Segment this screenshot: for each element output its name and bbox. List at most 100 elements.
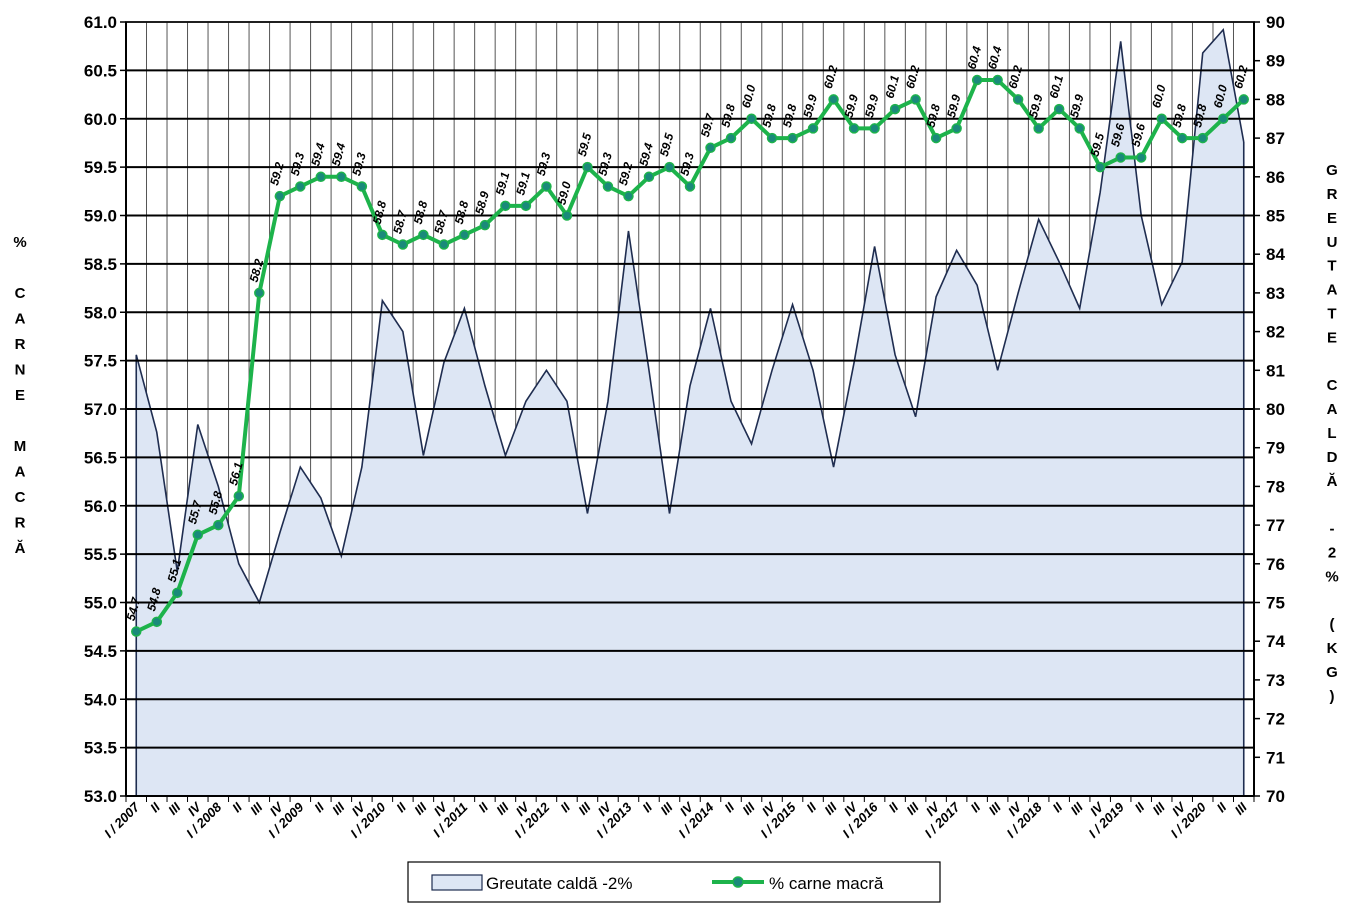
- line-point: [1074, 123, 1085, 134]
- x-tick-label: II: [393, 799, 409, 815]
- x-tick-label: II: [721, 799, 737, 815]
- data-label: 55.8: [206, 489, 226, 515]
- line-point: [438, 239, 450, 250]
- data-label: 59.1: [513, 170, 533, 196]
- data-label: 58.8: [411, 199, 431, 225]
- line-point: [479, 219, 491, 231]
- right-axis-title-letter: T: [1327, 306, 1336, 323]
- left-axis-title-letter: N: [15, 362, 26, 379]
- x-tick-label: III: [247, 799, 266, 818]
- legend-box: [407, 861, 941, 903]
- right-tick-label: 84: [1266, 245, 1285, 264]
- line-point: [951, 123, 962, 134]
- data-label: 58.8: [452, 199, 472, 225]
- line-point: [1012, 94, 1024, 105]
- line-point: [930, 132, 942, 144]
- right-tick-label: 72: [1266, 710, 1285, 729]
- data-label: 59.9: [862, 93, 882, 119]
- left-tick-label: 53.5: [84, 739, 117, 758]
- line-point: [1176, 132, 1188, 144]
- x-tick-label: II: [147, 799, 163, 815]
- data-label: 59.8: [1170, 102, 1190, 128]
- x-tick-label: II: [1050, 799, 1066, 815]
- right-axis-title-letter: A: [1327, 401, 1338, 418]
- line-point: [1217, 113, 1229, 124]
- line-point: [807, 123, 819, 134]
- data-label: 54.8: [144, 586, 164, 612]
- right-tick-label: 86: [1266, 168, 1285, 187]
- data-label: 58.9: [472, 189, 492, 215]
- right-tick-label: 89: [1266, 52, 1285, 71]
- right-axis-title-letter: ): [1330, 688, 1335, 705]
- data-label: 60.4: [985, 44, 1005, 70]
- data-label: 55.7: [185, 498, 205, 525]
- right-axis-title-letter: U: [1327, 234, 1338, 251]
- left-axis-title-letter: R: [15, 515, 26, 532]
- left-axis-title-letter: C: [15, 285, 26, 302]
- line-point: [1135, 152, 1147, 163]
- right-tick-label: 70: [1266, 787, 1285, 806]
- line-point: [705, 142, 716, 154]
- data-label: 59.1: [493, 170, 513, 196]
- left-tick-label: 55.5: [84, 545, 117, 564]
- line-point: [274, 190, 286, 202]
- line-point: [254, 287, 265, 299]
- line-point: [684, 181, 696, 192]
- data-label: 59.9: [944, 93, 964, 119]
- left-axis-title-letter: E: [15, 387, 25, 404]
- data-label: 59.4: [636, 141, 656, 167]
- right-tick-label: 80: [1266, 400, 1285, 419]
- line-point: [172, 587, 183, 599]
- right-tick-label: 73: [1266, 671, 1285, 690]
- x-tick-label: III: [739, 799, 758, 818]
- line-point: [520, 200, 532, 212]
- right-tick-label: 82: [1266, 323, 1285, 342]
- x-tick-label: III: [821, 799, 840, 818]
- right-tick-label: 78: [1266, 477, 1285, 496]
- area-outline-greutate-calda: [135, 27, 1245, 605]
- data-label: 58.2: [247, 257, 267, 283]
- line-point: [869, 123, 880, 134]
- legend-swatch-marker: [732, 876, 744, 888]
- right-tick-label: 81: [1266, 361, 1285, 380]
- x-tick-label: II: [311, 799, 327, 815]
- data-label: 59.4: [329, 141, 349, 167]
- data-label: 59.3: [677, 151, 697, 177]
- data-label: 60.2: [903, 64, 923, 90]
- data-label: 59.8: [923, 102, 943, 128]
- left-tick-label: 60.5: [84, 61, 117, 80]
- right-tick-label: 71: [1266, 748, 1285, 767]
- data-label: 59.8: [759, 102, 779, 128]
- data-label: 59.3: [349, 151, 369, 177]
- x-tick-label: III: [1068, 799, 1087, 818]
- data-label: 60.0: [1149, 83, 1169, 109]
- x-tick-label: II: [885, 799, 901, 815]
- line-point: [336, 171, 347, 183]
- left-tick-label: 58.0: [84, 303, 117, 322]
- left-tick-label: 55.0: [84, 594, 117, 613]
- line-point: [295, 181, 306, 192]
- left-axis-title-letter: Ă: [15, 540, 26, 557]
- right-axis-title-letter: 2: [1328, 545, 1336, 562]
- line-point: [356, 181, 368, 192]
- line-point: [992, 74, 1003, 86]
- left-axis-title-letter: R: [15, 336, 26, 353]
- line-point: [397, 239, 409, 250]
- left-tick-label: 59.0: [84, 207, 117, 226]
- line-point: [643, 171, 655, 183]
- right-axis-title-letter: C: [1327, 377, 1338, 394]
- line-point: [848, 123, 860, 134]
- right-axis-title-letter: -: [1330, 521, 1335, 538]
- data-label: 59.9: [1067, 93, 1087, 119]
- line-point: [971, 74, 983, 86]
- data-label: 59.4: [308, 141, 328, 167]
- right-axis-title-letter: R: [1327, 186, 1338, 203]
- legend-label-area: Greutate caldă -2%: [486, 874, 632, 893]
- x-tick-label: III: [1150, 799, 1169, 818]
- left-tick-label: 59.5: [84, 158, 117, 177]
- data-label: 60.0: [1211, 83, 1231, 109]
- data-label: 60.2: [1231, 64, 1251, 90]
- right-axis-title-letter: A: [1327, 282, 1338, 299]
- line-point: [602, 181, 614, 192]
